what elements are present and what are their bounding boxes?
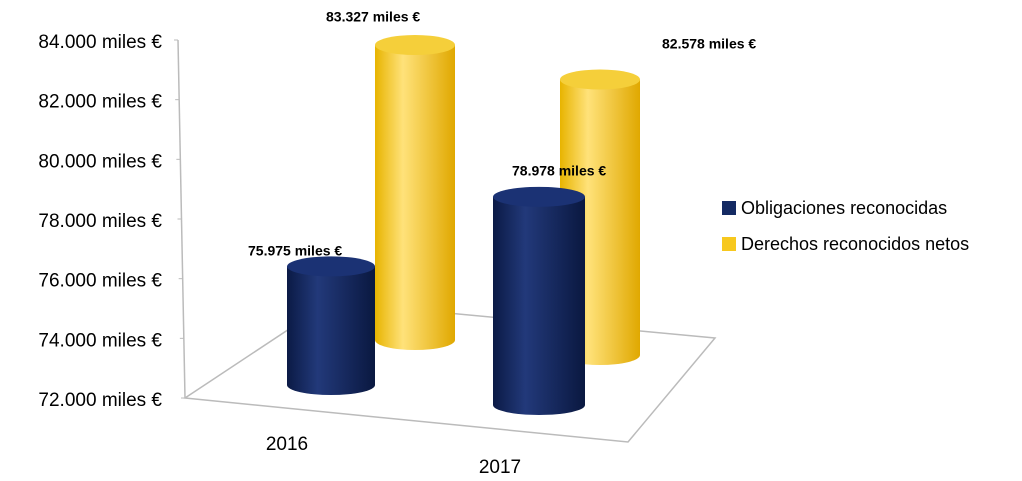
y-tick-label: 82.000 miles € — [38, 92, 162, 113]
x-tick-label: 2017 — [479, 457, 521, 478]
bar — [287, 266, 375, 385]
floor — [182, 301, 717, 443]
bar — [375, 45, 455, 340]
y-tick-label: 80.000 miles € — [38, 151, 162, 172]
value-label: 83.327 miles € — [326, 9, 420, 25]
legend-label: Derechos reconocidos netos — [741, 234, 969, 254]
value-label: 75.975 miles € — [248, 243, 342, 259]
y-tick-label: 74.000 miles € — [38, 330, 162, 351]
legend-swatch — [722, 237, 736, 251]
value-label: 82.578 miles € — [662, 36, 756, 52]
y-tick-label: 76.000 miles € — [38, 271, 162, 292]
value-label: 78.978 miles € — [512, 163, 606, 179]
legend-swatch — [722, 201, 736, 215]
y-tick-label: 84.000 miles € — [38, 32, 162, 53]
cylinder-top — [375, 35, 455, 55]
cylinder-top — [287, 256, 375, 277]
y-tick-label: 78.000 miles € — [38, 211, 162, 232]
bar — [493, 196, 585, 405]
legend-label: Obligaciones reconocidas — [741, 198, 947, 218]
x-tick-label: 2016 — [266, 434, 308, 455]
y-tick-label: 72.000 miles € — [38, 390, 162, 411]
cylinder-top — [560, 69, 640, 90]
cylinder-top — [493, 186, 585, 207]
